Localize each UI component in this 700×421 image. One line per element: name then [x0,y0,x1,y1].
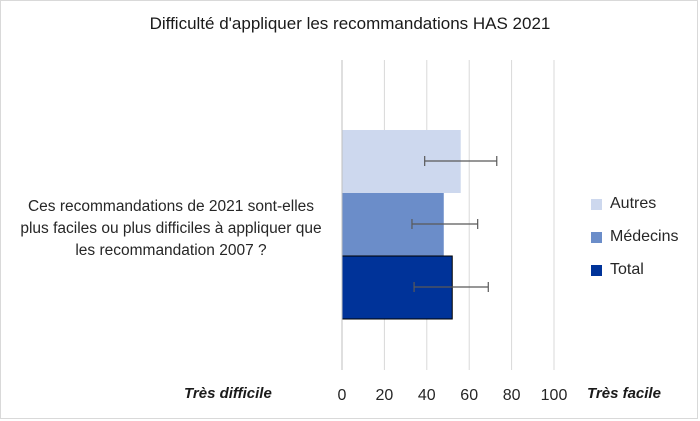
x-tick-label-80: 80 [503,387,521,404]
x-tick-label-0: 0 [338,387,347,404]
category-label-line-1: Ces recommandations de 2021 sont-elles [27,198,315,215]
legend-label-autres: Autres [610,195,657,212]
x-left-end-label: Très difficile [184,385,272,402]
legend-swatch-total [591,265,602,276]
x-right-end-label: Très facile [587,385,661,402]
category-label-line-3: les recommandation 2007 ? [75,242,267,259]
x-tick-label-20: 20 [376,387,394,404]
chart-title: Difficulté d'appliquer les recommandatio… [149,14,551,33]
x-tick-label-40: 40 [418,387,436,404]
legend-label-medecins: Médecins [610,228,679,245]
legend-label-total: Total [610,261,644,278]
category-label-line-2: plus faciles ou plus difficiles à appliq… [20,220,322,237]
legend-swatch-medecins [591,232,602,243]
x-tick-label-60: 60 [460,387,478,404]
x-tick-label-100: 100 [541,387,568,404]
category-label: Ces recommandations de 2021 sont-elles p… [0,196,342,262]
legend-swatch-autres [591,199,602,210]
